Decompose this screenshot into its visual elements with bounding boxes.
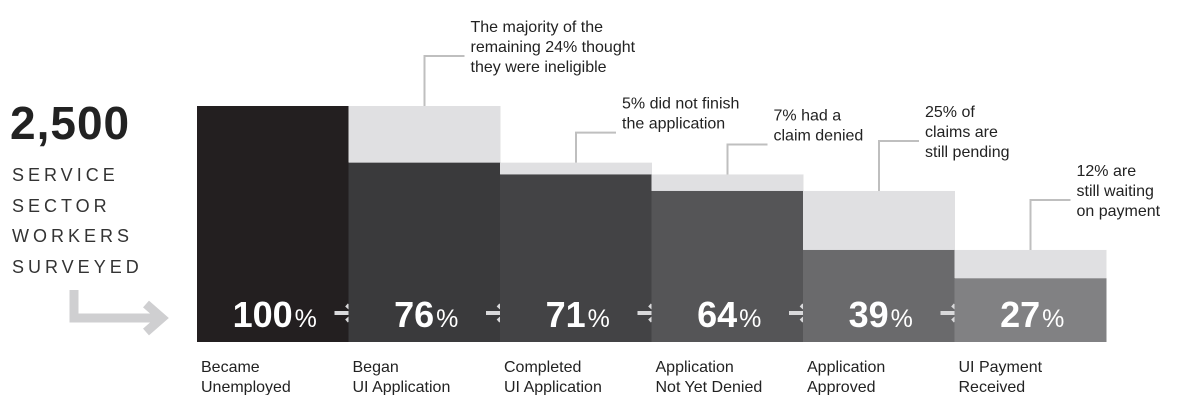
stage-percent-label: 100% [233, 294, 317, 335]
annotation-text: The majority of the [471, 19, 604, 36]
caption-line: SERVICE [12, 165, 119, 185]
percent-value: 71 [546, 294, 586, 335]
dropoff-bar [651, 174, 804, 191]
stage-label: UI Application [504, 379, 602, 395]
stage-percent-label: 76% [394, 294, 458, 335]
annotation-connector [726, 143, 768, 175]
stage-label: Unemployed [201, 379, 291, 395]
stage-bar [348, 162, 501, 342]
percent-value: 76 [394, 294, 434, 335]
percent-symbol: % [1042, 305, 1064, 333]
annotation-text: 7% had a [774, 107, 842, 124]
percent-symbol: % [588, 305, 610, 333]
percent-symbol: % [739, 305, 761, 333]
annotation-connector [1029, 198, 1071, 250]
stage-label: Application [807, 359, 885, 376]
annotation-text: 5% did not finish [622, 96, 739, 113]
stage-label: UI Payment [959, 359, 1043, 376]
percent-value: 64 [697, 294, 737, 335]
stage-label: Completed [504, 359, 581, 376]
dropoff-bar [348, 106, 501, 163]
percent-symbol: % [891, 305, 913, 333]
stage-label: UI Application [353, 379, 451, 395]
annotation-text: remaining 24% thought [471, 39, 636, 56]
stage-percent-label: 39% [849, 294, 913, 335]
stage-label: Not Yet Denied [656, 379, 763, 395]
annotation-connector [575, 131, 616, 163]
arrow-to-funnel-icon [69, 290, 169, 336]
percent-value: 39 [849, 294, 889, 335]
percent-symbol: % [295, 305, 317, 333]
stage-percent-label: 64% [697, 294, 761, 335]
stage-bar [197, 106, 349, 342]
stage-label: Application [656, 359, 734, 376]
annotation-connector [878, 139, 919, 191]
annotation-text: on payment [1077, 203, 1161, 220]
annotation-text: still waiting [1077, 183, 1154, 200]
caption-line: SURVEYED [12, 256, 143, 277]
annotation-text: they were ineligible [471, 59, 607, 76]
caption-line: WORKERS [12, 226, 134, 246]
stage-percent-label: 27% [1000, 294, 1064, 335]
dropoff-bar [803, 190, 955, 250]
dropoff-bar [954, 249, 1107, 279]
annotation-text: claim denied [774, 127, 864, 144]
stage-bar [954, 278, 1107, 342]
caption-line: SECTOR [12, 195, 111, 216]
annotation-text: the application [622, 116, 725, 133]
stage-bar [803, 249, 955, 342]
annotation-text: 12% are [1077, 163, 1137, 180]
stage-bar [500, 174, 652, 342]
percent-value: 100 [233, 294, 293, 335]
stage-label: Became [201, 359, 260, 376]
percent-value: 27 [1000, 294, 1040, 335]
annotation-connector [423, 55, 465, 106]
stage-bar [651, 190, 804, 342]
annotation-text: claims are [925, 124, 998, 141]
total-surveyed-caption: SERVICE SECTOR WORKERS SURVEYED [12, 160, 143, 282]
stage-label: Received [959, 379, 1026, 395]
stage-label: Approved [807, 379, 876, 395]
total-surveyed-count: 2,500 [10, 97, 131, 149]
dropoff-bar [500, 162, 652, 175]
annotation-text: still pending [925, 144, 1010, 161]
percent-symbol: % [436, 305, 458, 333]
stage-label: Began [353, 359, 399, 376]
stage-percent-label: 71% [546, 294, 610, 335]
annotation-text: 25% of [925, 104, 975, 121]
